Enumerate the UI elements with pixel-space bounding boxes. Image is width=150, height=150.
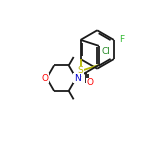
Text: Cl: Cl xyxy=(101,47,110,56)
Text: N: N xyxy=(74,74,81,83)
Text: F: F xyxy=(120,35,125,44)
Text: S: S xyxy=(78,66,83,75)
Text: O: O xyxy=(86,78,93,87)
Text: O: O xyxy=(41,74,48,83)
